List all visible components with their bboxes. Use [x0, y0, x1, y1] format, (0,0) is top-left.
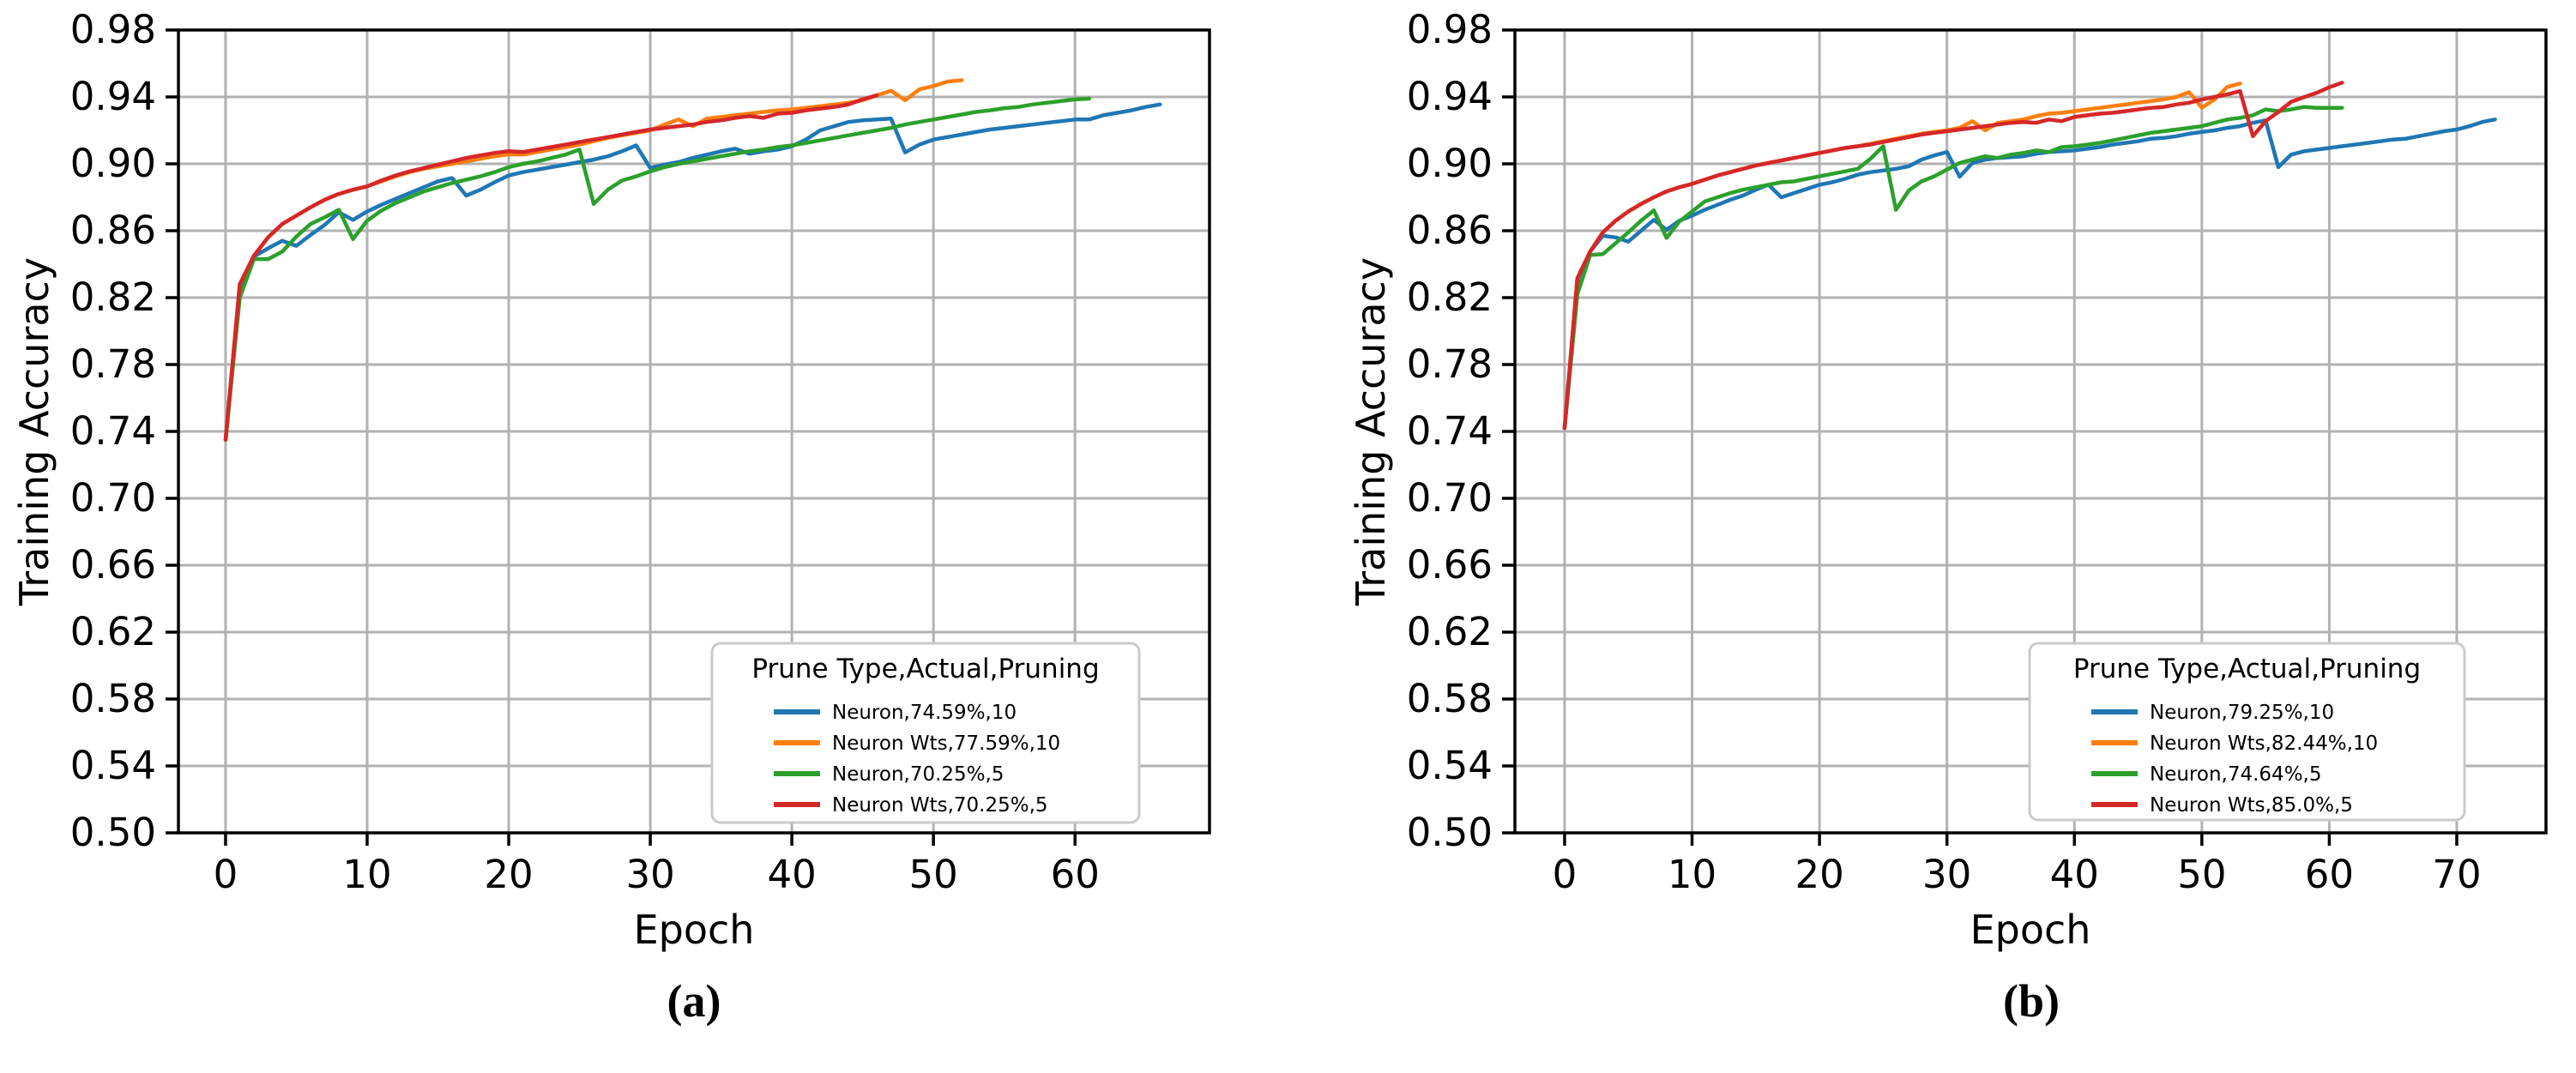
x-tick-label: 0 [214, 852, 238, 897]
y-tick-label: 0.62 [1407, 609, 1493, 654]
legend-entry-label: Neuron,79.25%,10 [2150, 702, 2334, 724]
y-tick-label: 0.70 [70, 475, 156, 521]
y-axis-label: Training Accuracy [11, 257, 57, 606]
y-axis-label: Training Accuracy [1348, 257, 1394, 606]
caption-a: (a) [667, 975, 721, 1027]
x-tick-label: 10 [342, 852, 391, 897]
y-tick-label: 0.98 [70, 7, 156, 52]
legend-entry-label: Neuron,74.64%,5 [2150, 763, 2322, 786]
y-tick-label: 0.82 [70, 274, 156, 320]
x-tick-label: 50 [2177, 852, 2226, 897]
legend-title: Prune Type,Actual,Pruning [2073, 654, 2421, 684]
legend: Prune Type,Actual,Pruning Neuron,79.25%,1… [2028, 642, 2466, 822]
x-tick-label: 50 [909, 852, 958, 897]
y-tick-label: 0.62 [70, 609, 156, 654]
series-line-3 [223, 93, 879, 443]
legend: Prune Type,Actual,Pruning Neuron,74.59%,1… [710, 642, 1141, 824]
legend-entry-label: Neuron,74.59%,10 [832, 702, 1017, 724]
x-tick-label: 40 [767, 852, 816, 897]
legend-entry-label: Neuron Wts,82.44%,10 [2150, 732, 2378, 755]
x-tick-label: 40 [2050, 852, 2099, 897]
series-lines [223, 78, 1162, 443]
y-tick-label: 0.50 [70, 810, 156, 855]
x-axis-label: Epoch [634, 907, 755, 953]
legend-entry-label: Neuron,70.25%,5 [832, 763, 1004, 786]
x-tick-label: 10 [1668, 852, 1716, 897]
y-tick-label: 0.94 [1407, 74, 1493, 119]
series-line-0 [1562, 118, 2497, 431]
series-line-2 [1562, 105, 2344, 431]
y-tick-label: 0.78 [1407, 341, 1493, 387]
y-tick-label: 0.90 [70, 141, 156, 186]
y-tick-label: 0.86 [70, 208, 156, 253]
y-tick-label: 0.66 [70, 542, 156, 588]
legend-box [2028, 642, 2466, 822]
x-tick-label: 60 [1051, 852, 1100, 897]
x-tick-label: 70 [2432, 852, 2481, 897]
grid [178, 28, 1210, 835]
y-tick-label: 0.58 [1407, 676, 1493, 721]
y-tick-label: 0.66 [1407, 542, 1493, 588]
legend-title: Prune Type,Actual,Pruning [751, 654, 1099, 684]
caption-b: (b) [2003, 975, 2060, 1027]
x-tick-label: 20 [1795, 852, 1843, 897]
y-tick-label: 0.54 [1407, 743, 1493, 788]
y-tick-label: 0.58 [70, 676, 156, 721]
x-tick-label: 60 [2305, 852, 2354, 897]
legend-box [710, 642, 1141, 824]
legend-entry-label: Neuron Wts,85.0%,5 [2150, 794, 2353, 817]
y-tick-label: 0.94 [70, 74, 156, 119]
y-tick-label: 0.54 [70, 743, 156, 788]
legend-entry-label: Neuron Wts,70.25%,5 [832, 794, 1048, 817]
training-accuracy-chart-a: 0 10 20 30 40 50 60 0.50 0.54 0.58 0.62 0.66 0.70 0.7… [11, 7, 1211, 953]
y-tick-label: 0.70 [1407, 475, 1493, 521]
x-tick-label: 30 [625, 852, 674, 897]
series-line-2 [223, 96, 1091, 443]
y-tick-label: 0.82 [1407, 274, 1493, 320]
series-line-3 [1562, 81, 2344, 431]
training-accuracy-chart-b: 0 10 20 30 40 50 60 70 0.50 0.54 0.58 0.62 0.66 0.70 0… [1348, 7, 2548, 953]
y-tick-label: 0.50 [1407, 810, 1493, 855]
ticks: 0 10 20 30 40 50 60 70 0.50 0.54 0.58 0.62 0.66 0.70 0… [1407, 7, 2482, 897]
legend-entry-label: Neuron Wts,77.59%,10 [832, 732, 1060, 755]
y-tick-label: 0.74 [1407, 408, 1493, 454]
y-tick-label: 0.78 [70, 341, 156, 387]
y-tick-label: 0.74 [70, 408, 156, 454]
y-tick-label: 0.90 [1407, 141, 1493, 186]
series-line-0 [223, 102, 1162, 443]
x-tick-label: 30 [1922, 852, 1971, 897]
x-axis-label: Epoch [1970, 907, 2091, 953]
x-tick-label: 0 [1553, 852, 1578, 897]
y-tick-label: 0.98 [1407, 7, 1493, 52]
y-tick-label: 0.86 [1407, 208, 1493, 253]
series-lines [1562, 81, 2497, 431]
ticks: 0 10 20 30 40 50 60 0.50 0.54 0.58 0.62 0.66 0.70 0.7… [70, 7, 1100, 897]
x-tick-label: 20 [484, 852, 533, 897]
